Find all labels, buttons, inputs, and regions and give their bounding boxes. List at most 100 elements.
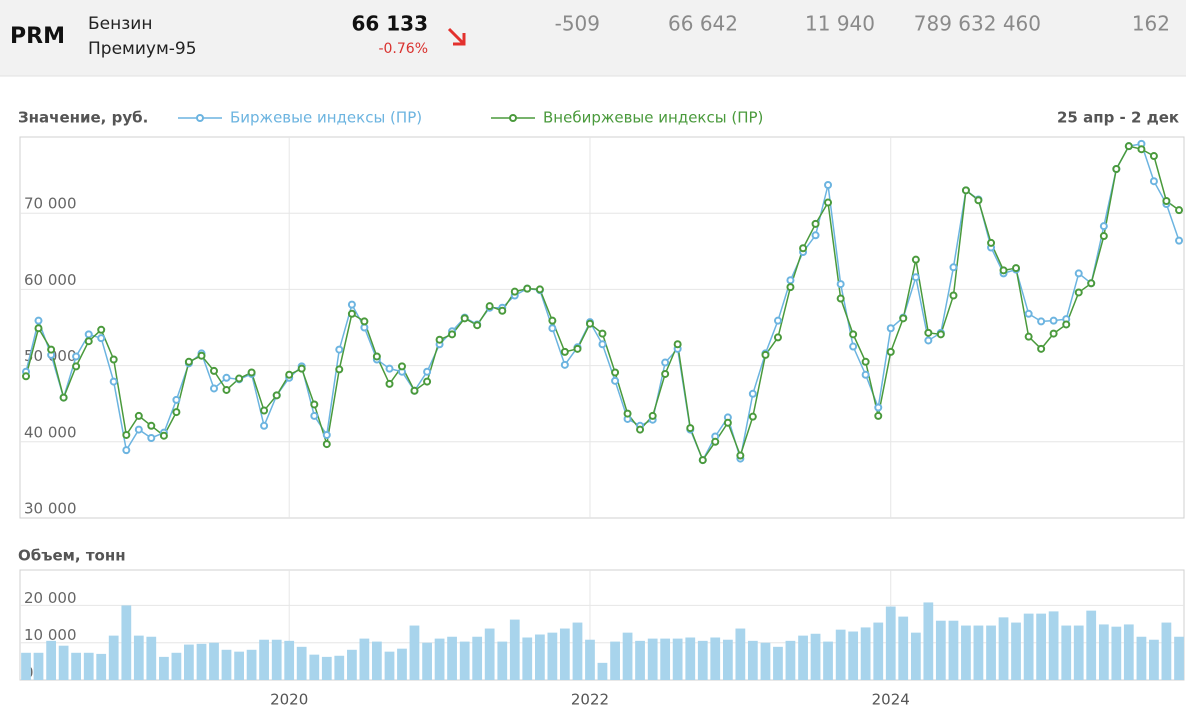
bar (823, 641, 833, 680)
data-point (322, 440, 331, 449)
data-point (824, 181, 833, 190)
data-point (661, 358, 670, 367)
data-point (761, 350, 770, 359)
bar (848, 631, 859, 680)
bar (497, 641, 508, 680)
bar (384, 651, 395, 680)
bar (961, 625, 971, 680)
bar (209, 642, 219, 680)
data-point (1074, 269, 1083, 278)
bar (472, 636, 483, 680)
data-point (1012, 264, 1021, 273)
price: 66 133 (351, 12, 428, 36)
data-point (611, 376, 620, 385)
bar (910, 632, 921, 680)
data-point (1099, 222, 1108, 231)
data-point (97, 334, 106, 343)
data-point (585, 319, 594, 328)
series-line (25, 143, 1180, 462)
data-point (222, 385, 231, 394)
data-point (987, 238, 996, 247)
bar (434, 638, 445, 680)
bar (33, 652, 44, 680)
bar (271, 639, 282, 680)
bar (622, 632, 633, 680)
data-point (397, 362, 406, 371)
bar (735, 628, 746, 680)
data-point (949, 291, 958, 300)
data-point (485, 302, 494, 311)
bar (697, 640, 708, 680)
data-point (410, 386, 419, 395)
bar (459, 641, 470, 680)
data-point (548, 316, 557, 325)
data-point (911, 255, 920, 264)
bar (873, 622, 884, 680)
bar (1023, 613, 1034, 680)
data-point (1037, 317, 1046, 326)
data-point (1149, 177, 1158, 186)
data-point (1124, 142, 1133, 151)
bar (610, 641, 620, 680)
bar (259, 639, 269, 680)
bar (509, 619, 520, 680)
legend-label: Биржевые индексы (ПР) (230, 109, 422, 127)
data-point (335, 345, 344, 354)
data-point (936, 330, 945, 339)
data-point (598, 329, 607, 338)
data-point (786, 283, 795, 292)
data-point (849, 342, 858, 351)
bar (83, 652, 94, 680)
bar (948, 620, 959, 680)
data-point (172, 395, 181, 404)
data-point (924, 336, 933, 345)
data-point (134, 411, 143, 420)
bar (46, 640, 57, 680)
data-point (1049, 316, 1058, 325)
bar (710, 637, 721, 680)
bar (1111, 626, 1122, 680)
bar (221, 649, 232, 680)
bar (359, 638, 370, 680)
bar (234, 651, 244, 680)
data-point (1137, 145, 1146, 154)
bar (58, 645, 69, 680)
legend-label: Внебиржевые индексы (ПР) (543, 109, 763, 127)
data-point (548, 324, 557, 333)
bar (108, 635, 119, 680)
data-point (385, 379, 394, 388)
bar (1061, 625, 1072, 680)
data-point (598, 340, 607, 349)
bar (284, 640, 295, 680)
legend-marker (509, 114, 517, 122)
y-tick-label: 40 000 (24, 423, 77, 441)
bar (71, 652, 81, 680)
y-tick-label: 30 000 (24, 500, 77, 518)
data-point (1037, 344, 1046, 353)
y-tick-label: 70 000 (24, 195, 77, 213)
x-tick-label: 2020 (270, 691, 308, 709)
data-point (849, 330, 858, 339)
data-point (560, 347, 569, 356)
data-point (372, 352, 381, 361)
data-point (310, 400, 319, 409)
data-point (1149, 152, 1158, 161)
data-point (460, 314, 469, 323)
bar (96, 653, 107, 680)
bar (1086, 610, 1097, 680)
bar (1036, 613, 1047, 680)
data-point (1175, 236, 1184, 245)
data-point (1062, 320, 1071, 329)
bar (898, 616, 909, 680)
chart-title: Значение, руб. (18, 109, 148, 127)
data-point (47, 345, 56, 354)
data-point (573, 344, 582, 353)
data-point (84, 330, 93, 339)
data-point (498, 306, 507, 315)
data-point (184, 357, 193, 366)
data-point (811, 219, 820, 228)
bar (923, 602, 934, 680)
bar (798, 635, 808, 680)
data-point (611, 368, 620, 377)
